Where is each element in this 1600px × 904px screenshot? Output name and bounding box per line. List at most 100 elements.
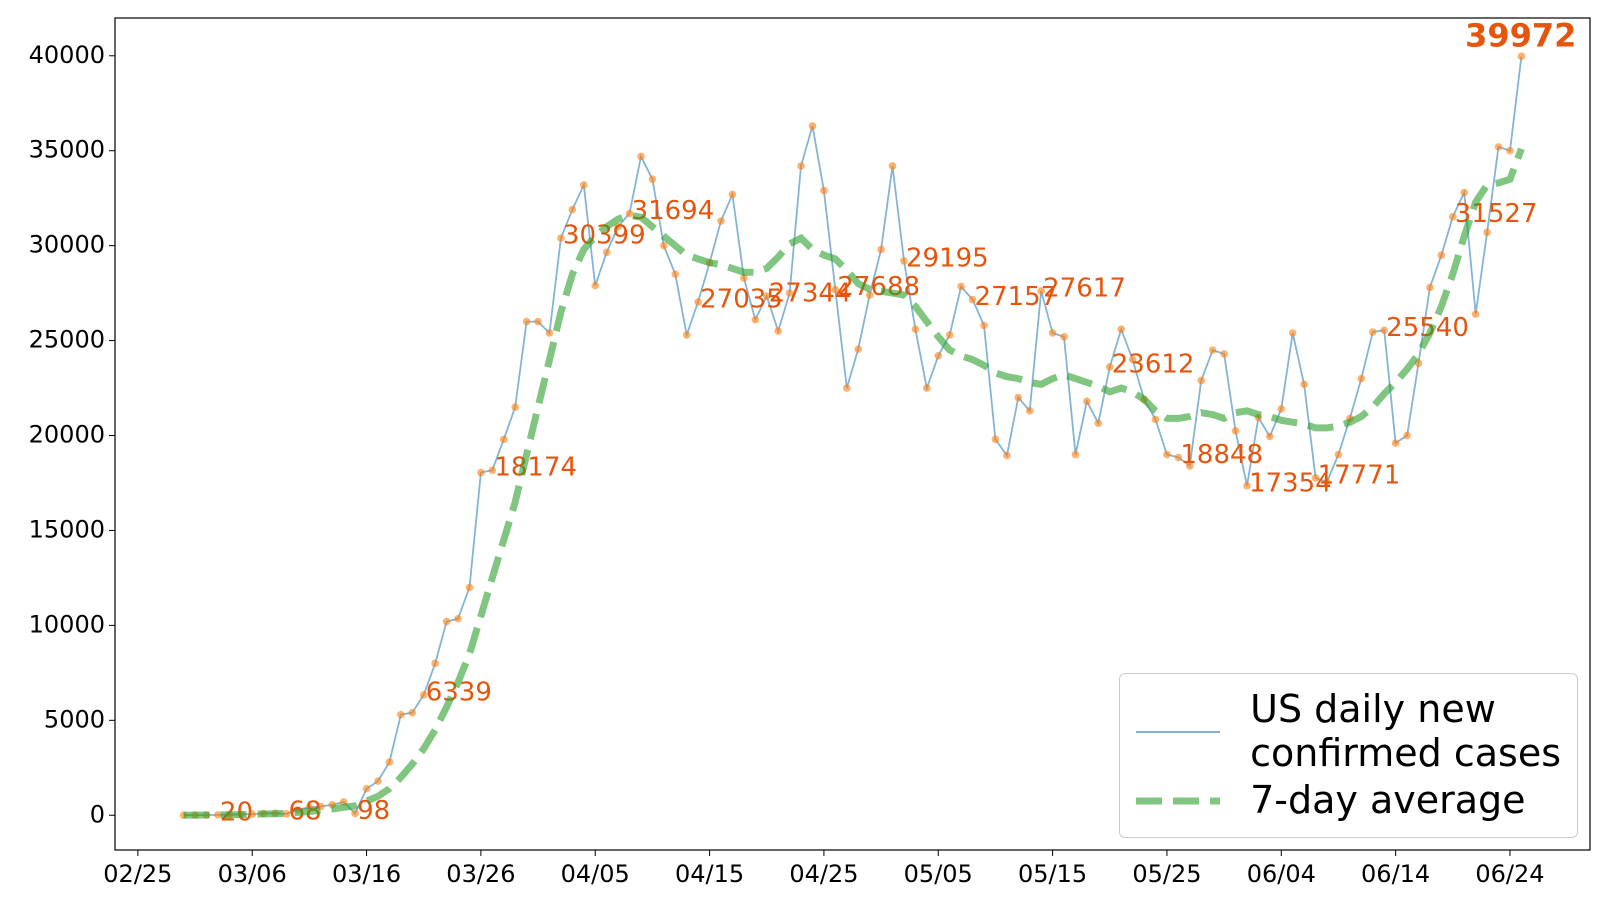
- data-line: [183, 56, 1523, 816]
- x-tick-label: 04/25: [789, 860, 858, 888]
- data-point: [214, 811, 222, 819]
- data-point: [385, 758, 394, 766]
- data-point: [408, 708, 417, 717]
- data-point: [717, 217, 725, 225]
- data-point: [1151, 415, 1160, 424]
- legend-swatch: [1136, 797, 1221, 805]
- x-tick-label: 06/14: [1361, 860, 1430, 888]
- data-label: 27344: [769, 279, 852, 309]
- data-point: [991, 435, 1000, 444]
- data-point: [511, 403, 519, 411]
- data-point: [660, 241, 668, 250]
- data-point: [1323, 478, 1331, 486]
- data-point: [1460, 188, 1469, 197]
- data-point: [465, 583, 474, 592]
- data-label-last: 39972: [1465, 16, 1576, 54]
- data-point: [282, 810, 291, 818]
- data-point: [1368, 328, 1377, 336]
- legend-entry: US daily new confirmed cases: [1136, 686, 1561, 775]
- data-point: [957, 282, 965, 291]
- y-tick-label: 20000: [29, 421, 105, 449]
- data-point: [728, 190, 737, 199]
- data-point: [579, 181, 588, 189]
- data-point: [1060, 332, 1068, 341]
- y-tick-label: 40000: [29, 41, 105, 69]
- data-point: [740, 274, 748, 282]
- data-point: [625, 209, 634, 218]
- data-point: [522, 317, 531, 326]
- data-point: [614, 222, 622, 231]
- data-point: [1448, 212, 1457, 221]
- x-tick-label: 02/25: [103, 860, 172, 888]
- data-point: [1380, 326, 1388, 335]
- data-point: [1128, 355, 1137, 364]
- data-point: [602, 248, 611, 257]
- data-point: [1243, 481, 1251, 490]
- y-tick-label: 0: [90, 800, 105, 828]
- data-point: [488, 466, 497, 474]
- data-point: [785, 289, 794, 297]
- data-point: [477, 468, 485, 477]
- data-point: [1506, 146, 1514, 155]
- y-tick-label: 15000: [29, 515, 105, 543]
- data-point: [831, 285, 840, 294]
- data-point: [419, 691, 428, 699]
- data-point: [1483, 228, 1491, 237]
- data-point: [1357, 374, 1366, 383]
- data-point: [1174, 453, 1183, 462]
- x-tick-label: 06/24: [1475, 860, 1544, 888]
- data-point: [1186, 462, 1194, 470]
- data-point: [888, 162, 897, 170]
- data-point: [1071, 450, 1080, 459]
- data-point: [568, 205, 577, 214]
- data-point: [1288, 329, 1297, 337]
- data-point: [762, 292, 771, 300]
- data-point: [1083, 397, 1091, 406]
- data-point: [1048, 329, 1057, 337]
- data-point: [1494, 143, 1503, 151]
- data-point: [1437, 251, 1446, 259]
- y-tick-label: 5000: [44, 705, 105, 733]
- data-label: 27157: [975, 282, 1058, 312]
- data-point: [545, 329, 554, 337]
- data-point: [1403, 431, 1411, 440]
- x-tick-label: 04/05: [561, 860, 630, 888]
- y-tick-label: 10000: [29, 610, 105, 638]
- data-point: [1117, 325, 1126, 333]
- legend-label: 7-day average: [1250, 778, 1526, 823]
- data-point: [397, 710, 405, 719]
- data-point: [682, 331, 691, 339]
- data-point: [774, 327, 782, 335]
- data-point: [1003, 451, 1011, 460]
- data-point: [808, 122, 817, 130]
- data-point: [637, 152, 645, 161]
- data-label: 18848: [1180, 440, 1263, 470]
- data-point: [842, 384, 851, 392]
- data-point: [900, 257, 908, 265]
- data-point: [1163, 450, 1171, 459]
- data-point: [557, 234, 565, 242]
- data-point: [1311, 474, 1320, 482]
- legend-label: US daily new confirmed cases: [1250, 686, 1561, 775]
- data-point: [1391, 439, 1400, 447]
- data-point: [499, 435, 508, 444]
- data-point: [362, 784, 371, 793]
- data-point: [1334, 450, 1343, 459]
- x-tick-label: 05/15: [1018, 860, 1087, 888]
- data-point: [248, 810, 257, 818]
- data-point: [454, 614, 462, 623]
- data-point: [442, 617, 451, 626]
- data-point: [820, 186, 828, 195]
- legend: US daily new confirmed cases 7-day averag…: [1119, 672, 1578, 838]
- data-point: [1037, 287, 1045, 295]
- x-tick-label: 06/04: [1247, 860, 1316, 888]
- data-point: [694, 298, 702, 306]
- data-point: [1014, 393, 1023, 402]
- data-point: [854, 345, 863, 353]
- data-point: [534, 317, 542, 326]
- data-point: [671, 270, 680, 278]
- data-point: [1025, 407, 1034, 415]
- average-line: [183, 147, 1525, 819]
- data-label: 17771: [1318, 460, 1401, 490]
